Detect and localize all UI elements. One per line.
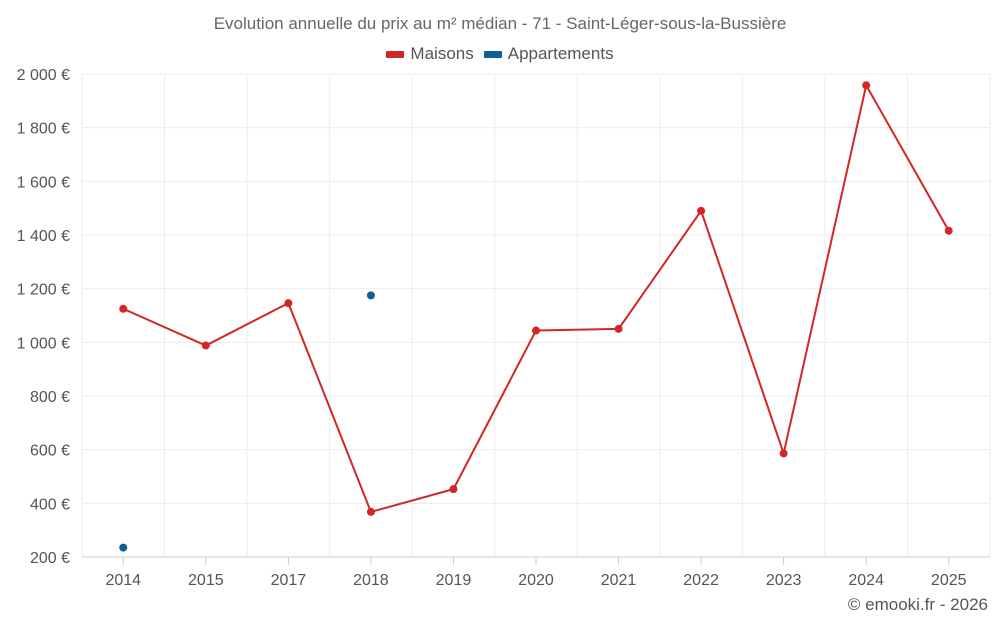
data-point-maisons[interactable] — [862, 81, 871, 90]
x-tick-label: 2022 — [683, 572, 719, 589]
legend: Maisons Appartements — [0, 44, 1000, 64]
y-tick-label: 400 € — [30, 496, 70, 513]
x-tick-label: 2015 — [188, 572, 224, 589]
x-tick-label: 2018 — [353, 572, 389, 589]
x-tick-label: 2017 — [271, 572, 307, 589]
x-tick-label: 2024 — [848, 572, 884, 589]
data-point-maisons[interactable] — [366, 507, 375, 516]
y-tick-label: 200 € — [30, 550, 70, 567]
y-tick-label: 1 800 € — [17, 121, 70, 138]
credit-text: © emooki.fr - 2026 — [847, 595, 988, 614]
data-point-maisons[interactable] — [119, 304, 128, 313]
y-tick-label: 2 000 € — [17, 67, 70, 84]
x-tick-label: 2014 — [105, 572, 141, 589]
x-tick-label: 2023 — [766, 572, 802, 589]
data-point-maisons[interactable] — [284, 299, 293, 308]
data-point-maisons[interactable] — [532, 326, 540, 335]
data-point-maisons[interactable] — [449, 485, 458, 494]
y-tick-label: 1 600 € — [17, 174, 70, 191]
legend-label-appartements: Appartements — [507, 44, 614, 63]
y-tick-label: 1 000 € — [17, 335, 70, 352]
data-point-maisons[interactable] — [779, 449, 788, 458]
legend-label-maisons: Maisons — [410, 44, 474, 63]
data-point-maisons[interactable] — [944, 226, 953, 235]
data-point-maisons[interactable] — [614, 324, 623, 333]
legend-item-appartements[interactable]: Appartements — [483, 44, 614, 64]
data-point-appartements[interactable] — [366, 291, 375, 300]
y-tick-label: 1 200 € — [17, 282, 70, 299]
legend-swatch-maisons — [386, 50, 405, 58]
data-point-maisons[interactable] — [201, 341, 210, 350]
data-point-maisons[interactable] — [697, 206, 706, 215]
x-tick-label: 2019 — [436, 572, 472, 589]
y-tick-label: 600 € — [30, 443, 70, 460]
legend-swatch-appartements — [483, 50, 502, 58]
y-tick-label: 1 400 € — [17, 228, 70, 245]
y-tick-label: 800 € — [30, 389, 70, 406]
x-tick-label: 2020 — [518, 572, 554, 589]
chart-title: Evolution annuelle du prix au m² médian … — [213, 14, 787, 33]
x-tick-label: 2021 — [601, 572, 637, 589]
data-point-appartements[interactable] — [119, 543, 128, 552]
x-tick-label: 2025 — [931, 572, 967, 589]
legend-item-maisons[interactable]: Maisons — [386, 44, 474, 64]
